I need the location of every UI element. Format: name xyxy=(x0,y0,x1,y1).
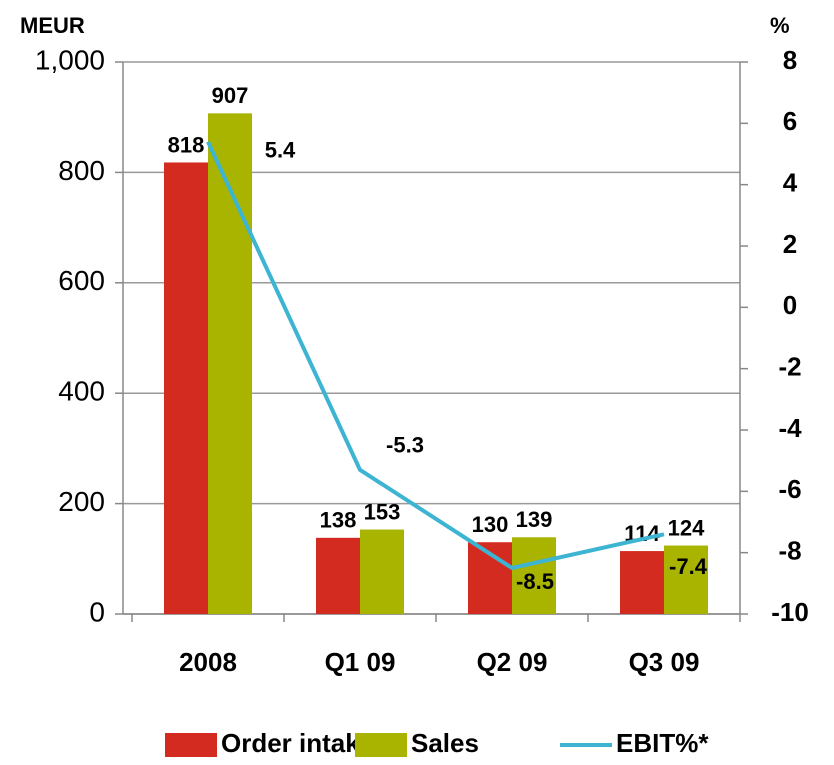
data-label: 153 xyxy=(364,499,401,524)
y2-tick-label: -8 xyxy=(778,536,801,566)
y-tick-label: 1,000 xyxy=(35,44,105,75)
data-label: 138 xyxy=(320,508,357,533)
bar xyxy=(208,113,252,614)
y2-tick-label: 0 xyxy=(783,290,797,320)
bar xyxy=(164,162,208,615)
data-label: 907 xyxy=(212,83,249,108)
data-label: 5.4 xyxy=(265,138,296,163)
x-tick-label: Q3 09 xyxy=(629,647,700,677)
data-label: -5.3 xyxy=(386,433,424,458)
x-tick-label: Q2 09 xyxy=(477,647,548,677)
legend-swatch xyxy=(165,733,217,757)
bar xyxy=(316,537,360,614)
y-tick-label: 800 xyxy=(58,155,105,186)
bar xyxy=(512,537,556,614)
data-label: 818 xyxy=(168,132,205,157)
y2-tick-label: 6 xyxy=(783,106,797,136)
y-tick-label: 200 xyxy=(58,486,105,517)
y2-tick-label: -6 xyxy=(778,474,801,504)
y-tick-label: 400 xyxy=(58,376,105,407)
y2-tick-label: -10 xyxy=(771,597,809,627)
y2-tick-label: -4 xyxy=(778,413,802,443)
data-label: -8.5 xyxy=(516,569,554,594)
y-tick-label: 600 xyxy=(58,265,105,296)
legend-label: Order intake xyxy=(221,728,374,758)
data-label: 139 xyxy=(516,507,553,532)
legend-label: EBIT%* xyxy=(616,728,709,758)
x-tick-label: Q1 09 xyxy=(325,647,396,677)
y2-axis-label: % xyxy=(770,13,790,38)
bar xyxy=(664,545,708,614)
data-label: 124 xyxy=(668,515,705,540)
line xyxy=(206,140,665,571)
x-tick-label: 2008 xyxy=(179,647,237,677)
bar xyxy=(620,551,664,614)
legend-label: Sales xyxy=(411,728,479,758)
y2-tick-label: 4 xyxy=(783,168,798,198)
y2-tick-label: 2 xyxy=(783,229,797,259)
y2-tick-label: -2 xyxy=(778,352,801,382)
y-tick-label: 0 xyxy=(89,596,105,627)
data-label: -7.4 xyxy=(669,554,708,579)
bar xyxy=(360,529,404,614)
y2-tick-label: 8 xyxy=(783,45,797,75)
legend-swatch xyxy=(355,733,407,757)
y-axis-label: MEUR xyxy=(20,13,85,38)
data-label: 130 xyxy=(472,512,509,537)
